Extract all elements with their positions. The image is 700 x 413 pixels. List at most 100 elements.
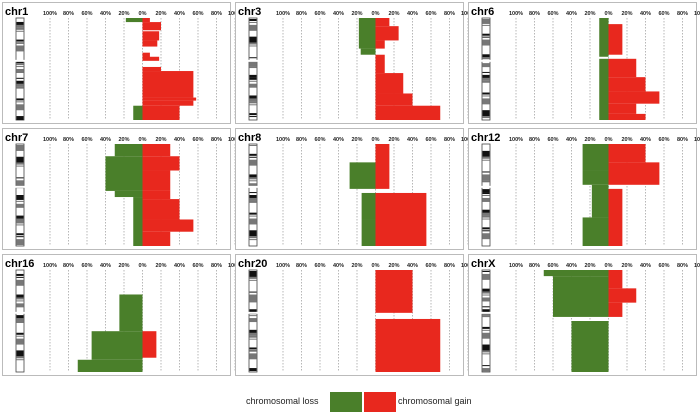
gain-bar <box>142 331 157 358</box>
ideogram-band <box>16 332 24 335</box>
panel-title: chr8 <box>238 132 261 144</box>
panel-chr6: chr6 100% 80% 60% 40% 20% 0% 20% 40% 60% 80% 100% <box>468 2 700 124</box>
ideogram-band <box>482 215 490 218</box>
ideogram-band <box>16 183 24 187</box>
tick-label: 60% <box>192 263 203 269</box>
ideogram-band <box>249 177 257 180</box>
tick-label: 0% <box>605 137 613 143</box>
tick-label: 80% <box>296 137 307 143</box>
tick-label: 100% <box>43 137 57 143</box>
panel-frame <box>235 2 464 124</box>
ideogram-band <box>16 242 24 246</box>
tick-label: 60% <box>547 137 558 143</box>
gain-bar <box>608 270 623 289</box>
ideogram-band <box>482 57 490 60</box>
ideogram-band <box>16 24 24 28</box>
ideogram-band <box>249 212 257 215</box>
ideogram-band <box>16 39 24 42</box>
tick-label: 40% <box>100 137 111 143</box>
chromosome-ideogram <box>481 17 491 121</box>
ideogram-band <box>249 83 257 88</box>
tick-label: 60% <box>314 137 325 143</box>
loss-bar <box>582 144 609 171</box>
ideogram-band <box>16 341 24 345</box>
gain-bar <box>375 105 441 120</box>
tick-label: 60% <box>658 263 669 269</box>
ideogram-band <box>482 24 490 26</box>
ideogram-band <box>16 162 24 165</box>
ideogram-band <box>16 104 24 109</box>
percent-scale: 100%80%60%40%20%0%20%40%60%80%100% <box>43 263 242 372</box>
ideogram-band <box>16 27 24 30</box>
tick-label: 20% <box>621 263 632 269</box>
ideogram-band <box>16 86 24 89</box>
tick-label: 80% <box>677 11 688 17</box>
ideogram-band <box>16 279 24 284</box>
ideogram-band <box>16 321 24 323</box>
tick-label: 40% <box>174 137 185 143</box>
gain-bar <box>142 97 197 101</box>
ideogram-band <box>249 291 257 293</box>
ideogram-band <box>16 297 24 300</box>
panel-chr12: chr12 100% 80% 60% 40% 20% 0% 20% 40% 60% 80% 100% <box>468 128 700 250</box>
loss-bar <box>361 219 376 246</box>
tick-label: 60% <box>425 263 436 269</box>
ideogram-band <box>482 335 490 339</box>
ideogram-band <box>249 329 257 334</box>
ideogram-band <box>482 329 490 331</box>
tick-label: 40% <box>407 137 418 143</box>
ideogram-band <box>249 215 257 217</box>
tick-label: 20% <box>584 11 595 17</box>
tick-label: 40% <box>174 11 185 17</box>
ideogram-band <box>16 116 24 121</box>
loss-bar <box>591 184 609 218</box>
loss-bar <box>349 162 376 189</box>
ideogram-band <box>16 145 24 149</box>
ideogram-band <box>249 104 257 106</box>
tick-label: 40% <box>566 11 577 17</box>
ideogram-band <box>482 209 490 214</box>
gain-bar <box>608 162 660 185</box>
legend-loss-label: chromosomal loss <box>246 396 319 406</box>
tick-label: 20% <box>388 137 399 143</box>
ideogram-band <box>16 98 24 101</box>
ideogram-band <box>482 233 490 238</box>
tick-label: 60% <box>658 11 669 17</box>
ideogram-band <box>16 147 24 151</box>
ideogram-band <box>249 101 257 104</box>
ideogram-band <box>482 19 490 22</box>
legend-gain-swatch <box>364 392 396 412</box>
chromosome-ideogram <box>481 143 491 247</box>
ideogram-band <box>16 80 24 85</box>
tick-label: 80% <box>444 137 455 143</box>
tick-label: 60% <box>192 137 203 143</box>
gain-bar <box>375 93 413 106</box>
gain-bar <box>375 26 399 41</box>
ideogram-band <box>249 74 257 78</box>
tick-label: 100% <box>43 263 57 269</box>
gain-bar <box>142 199 180 220</box>
ideogram-band <box>482 80 490 83</box>
loss-bar <box>599 58 609 120</box>
ideogram-band <box>16 156 24 161</box>
ideogram-band <box>249 273 257 277</box>
loss-bar <box>133 197 143 246</box>
ideogram-band <box>16 215 24 220</box>
tick-label: 80% <box>211 137 222 143</box>
ideogram-band <box>16 294 24 298</box>
ideogram-band <box>249 42 257 45</box>
ideogram-band <box>16 83 24 87</box>
ideogram-band <box>482 39 490 44</box>
tick-label: 100% <box>43 11 57 17</box>
tick-label: 80% <box>63 137 74 143</box>
cnv-figure: chr1100%80%60%40%20%0%20%40%60%80%100%ch… <box>2 2 700 376</box>
ideogram-band <box>482 315 490 318</box>
tick-label: 0% <box>372 263 380 269</box>
ideogram-band <box>482 153 490 157</box>
chromosome-ideogram <box>248 269 258 373</box>
ideogram-band <box>482 189 490 193</box>
tick-label: 60% <box>81 11 92 17</box>
chromosome-ideogram <box>15 269 25 373</box>
tick-label: 80% <box>444 263 455 269</box>
